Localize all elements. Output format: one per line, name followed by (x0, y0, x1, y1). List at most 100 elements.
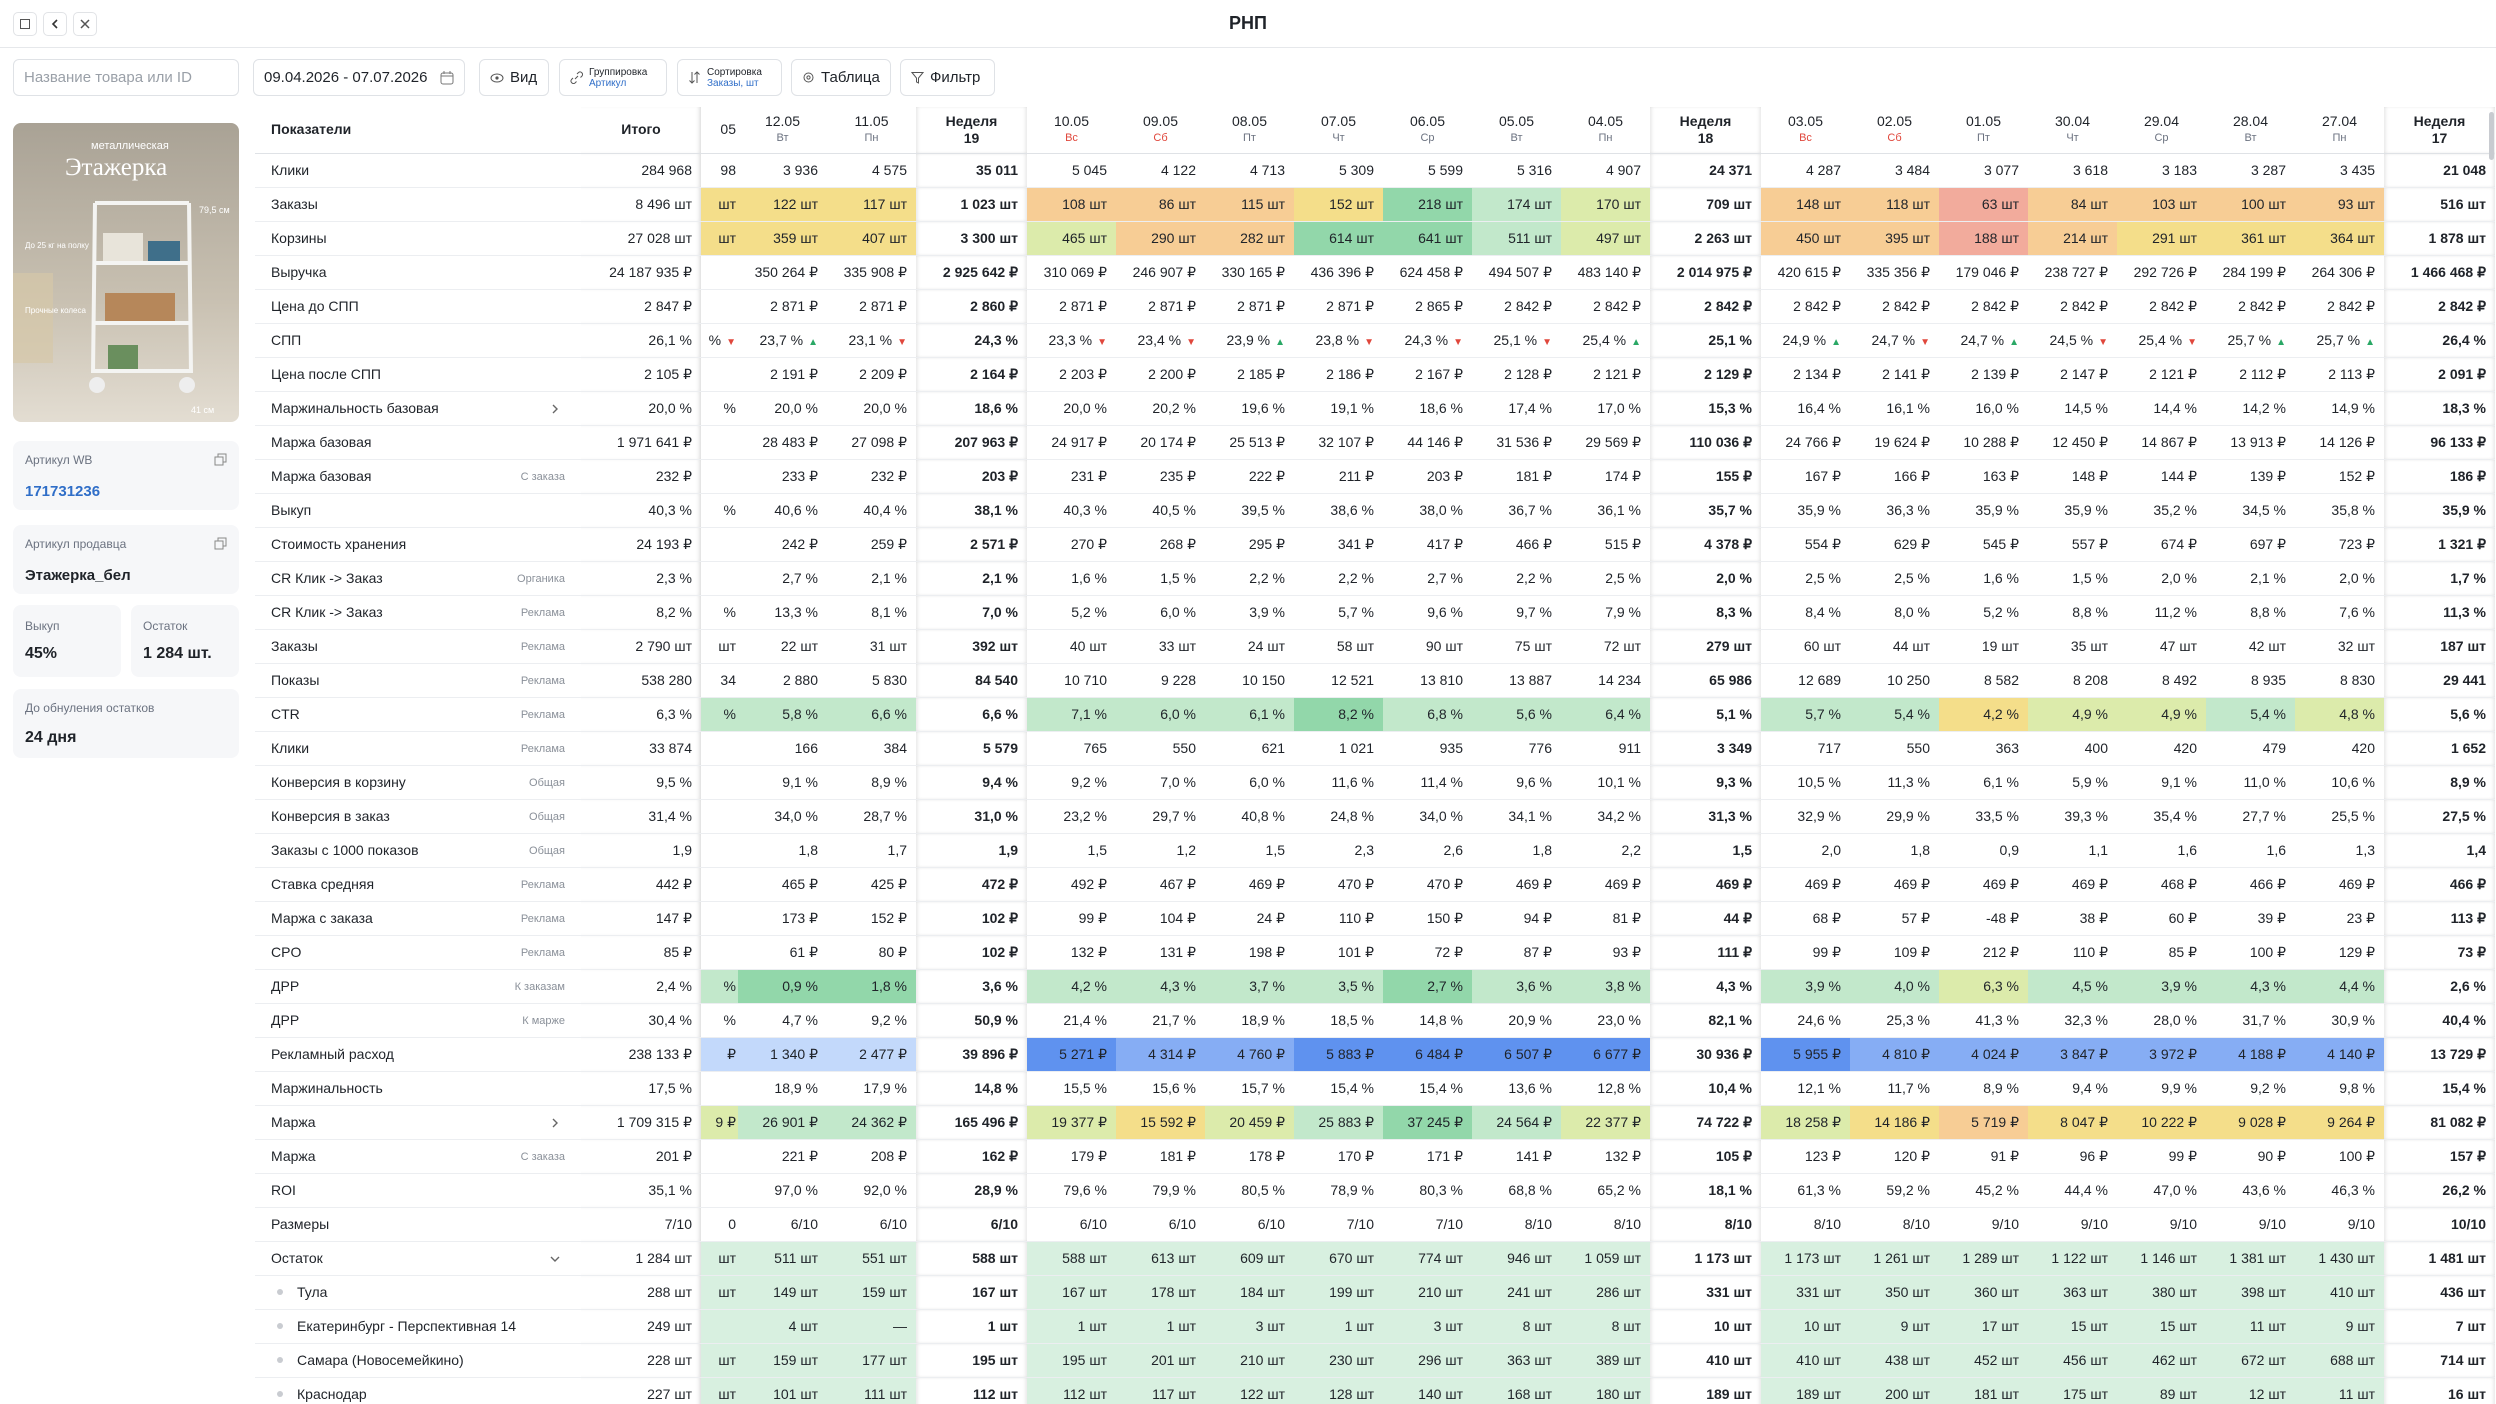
value-cell: 1 466 468 ₽ (2384, 255, 2495, 290)
cell-value: 8 830 (2339, 672, 2375, 688)
value-cell (701, 255, 738, 290)
grouping-button[interactable]: Группировка Артикул (559, 59, 667, 96)
value-cell: 20 174 ₽ (1116, 425, 1205, 460)
sorting-button[interactable]: Сортировка Заказы, шт (677, 59, 782, 96)
cell-value: 112 шт (1063, 1386, 1107, 1402)
search-input[interactable]: Название товара или ID (13, 59, 239, 96)
value-cell: 152 ₽ (827, 901, 916, 936)
total-cell: 1,9 (581, 833, 701, 868)
copy-icon[interactable] (214, 453, 227, 466)
scrollbar[interactable] (2489, 112, 2494, 160)
date-range[interactable]: 09.04.2026 - 07.07.2026 (253, 59, 465, 96)
metric-name-cell: Заказы с 1000 показов Общая (255, 833, 581, 868)
cell-value: 363 шт (2063, 1284, 2108, 1300)
value-cell: 2 141 ₽ (1850, 357, 1939, 392)
card-value[interactable]: 171731236 (25, 483, 101, 500)
value-cell: 4 713 (1205, 153, 1294, 188)
cell-value: 1 466 468 ₽ (2410, 263, 2486, 280)
value-cell: 483 140 ₽ (1561, 255, 1650, 290)
value-cell: 621 (1205, 731, 1294, 766)
value-cell: 198 ₽ (1205, 935, 1294, 970)
cell-value: 40,5 % (1152, 502, 1196, 518)
cell-value: 35,9 % (2064, 502, 2108, 518)
metric-name: Самара (Новосемейкино) (297, 1352, 464, 1368)
value-cell: 1 шт (1027, 1309, 1116, 1344)
value-cell: 195 шт (916, 1343, 1027, 1378)
total-cell: 2 105 ₽ (581, 357, 701, 392)
trend-arrow: ▲ (2009, 337, 2019, 348)
cell-value: 40,3 % (1063, 502, 1107, 518)
view-button[interactable]: Вид (479, 59, 549, 96)
value-cell: 199 шт (1294, 1275, 1383, 1310)
value-cell: 25,3 % (1850, 1003, 1939, 1038)
cell-value: 588 шт (972, 1250, 1018, 1266)
value-cell: 18,5 % (1294, 1003, 1383, 1038)
value-cell: 128 шт (1294, 1377, 1383, 1404)
value-cell: шт (701, 1275, 738, 1310)
value-cell: 35,2 % (2117, 493, 2206, 528)
cell-value: 200 шт (1885, 1386, 1930, 1402)
cell-value: 68,8 % (1508, 1182, 1552, 1198)
value-cell: 86 шт (1116, 187, 1205, 222)
value-cell: 717 (1761, 731, 1850, 766)
cell-value: 9,3 % (1716, 774, 1752, 790)
value-cell: 2,0 % (1650, 561, 1761, 596)
value-cell: 159 шт (827, 1275, 916, 1310)
filter-button[interactable]: Фильтр (900, 59, 995, 96)
value-cell: 98 (701, 153, 738, 188)
cell-value: 3 287 (2250, 162, 2286, 178)
metric-name: Заказы (271, 196, 318, 212)
back-button[interactable] (43, 12, 67, 36)
value-cell: 47 шт (2117, 629, 2206, 664)
cell-value: 7 шт (2455, 1318, 2486, 1334)
value-cell: 2 865 ₽ (1383, 289, 1472, 324)
cell-value: 99 ₽ (1812, 943, 1841, 960)
value-cell: 7/10 (1294, 1207, 1383, 1242)
value-cell: 4,7 % (738, 1003, 827, 1038)
value-cell: 5 830 (827, 663, 916, 698)
value-cell: 5,8 % (738, 697, 827, 732)
cell-value: 7,1 % (1071, 706, 1107, 722)
expand-chevron[interactable] (549, 403, 561, 415)
value-cell: 10 150 (1205, 663, 1294, 698)
cell-value: 436 396 ₽ (1310, 263, 1374, 280)
cell-value: 2,2 % (1338, 570, 1374, 586)
value-cell: 15,4 % (1383, 1071, 1472, 1106)
column-date: 07.05 (1320, 112, 1357, 129)
trend-arrow: ▼ (2098, 337, 2108, 348)
value-cell: 38 ₽ (2028, 901, 2117, 936)
close-button[interactable] (73, 12, 97, 36)
cell-value: 469 ₽ (2071, 875, 2108, 892)
header-cell: Итого (581, 107, 701, 154)
value-cell: 201 шт (1116, 1343, 1205, 1378)
cell-value: 407 шт (862, 230, 907, 246)
value-cell: 16,4 % (1761, 391, 1850, 426)
cell-value: 9,2 % (871, 1012, 907, 1028)
value-cell: 469 ₽ (1650, 867, 1761, 902)
cell-value: 32 107 ₽ (1318, 433, 1374, 450)
column-sub: Ср (1420, 131, 1435, 144)
value-cell: 5,7 % (1761, 697, 1850, 732)
window-button[interactable] (13, 12, 37, 36)
value-cell: 24 ₽ (1205, 901, 1294, 936)
total-cell: 2,4 % (581, 969, 701, 1004)
value-cell: 44 шт (1850, 629, 1939, 664)
table-button[interactable]: Таблица (791, 59, 891, 96)
value-cell: 14,8 % (1383, 1003, 1472, 1038)
cell-value: 9 228 (1160, 672, 1196, 688)
column-sub: Чт (2066, 131, 2079, 144)
expand-chevron[interactable] (549, 1253, 561, 1265)
cell-value: 20,0 % (1063, 400, 1107, 416)
value-cell: 5,4 % (1850, 697, 1939, 732)
cell-value: 8,8 % (2072, 604, 2108, 620)
cell-value: 98 (720, 162, 736, 178)
expand-chevron[interactable] (549, 1117, 561, 1129)
value-cell: 33 шт (1116, 629, 1205, 664)
copy-icon[interactable] (214, 537, 227, 550)
value-cell: 188 шт (1939, 221, 2028, 256)
cell-value: 286 шт (1596, 1284, 1641, 1300)
cell-value: 2,1 % (982, 570, 1018, 586)
value-cell: 36,1 % (1561, 493, 1650, 528)
cell-value: 1 шт (987, 1318, 1018, 1334)
cell-value: 7,6 % (2339, 604, 2375, 620)
